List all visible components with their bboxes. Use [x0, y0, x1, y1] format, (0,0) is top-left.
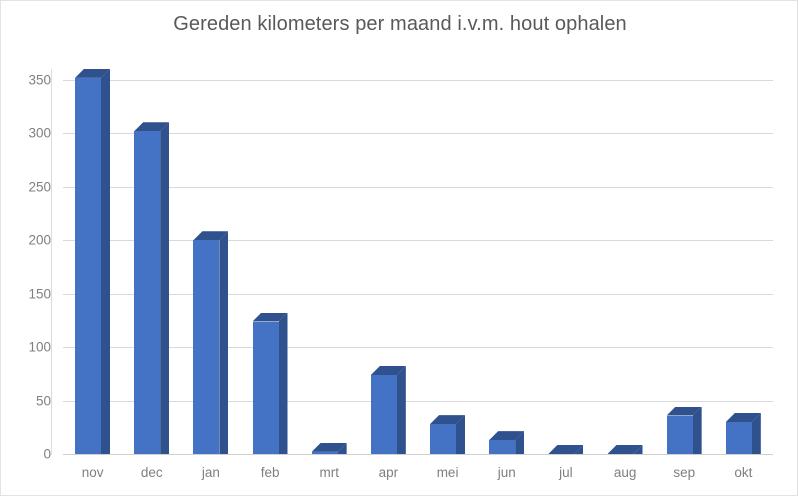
- bar-top-face: [253, 313, 288, 322]
- bar-front-face: [370, 374, 397, 454]
- bar-group: feb: [241, 80, 300, 480]
- bar-group: aug: [596, 80, 655, 480]
- bar-side-face: [337, 442, 347, 454]
- bar[interactable]: [430, 415, 465, 454]
- y-axis-tick-label: 150: [28, 286, 51, 302]
- bar[interactable]: [311, 442, 347, 454]
- x-axis-tick-label: nov: [81, 465, 104, 480]
- y-axis-tick-label: 0: [43, 446, 51, 462]
- gridline: [63, 186, 773, 188]
- bar-side-face: [101, 68, 110, 454]
- plot-area: 0 50 100 150 200 250 300 350 nov dec jan feb mrt apr…: [28, 68, 773, 480]
- bar-group: jun: [477, 80, 536, 480]
- bar-front-face: [193, 240, 220, 454]
- bar-group: mrt: [300, 80, 359, 480]
- bar-front-face: [489, 440, 516, 454]
- bar[interactable]: [134, 122, 170, 454]
- bar-top-face: [371, 366, 406, 375]
- bar-front-face: [134, 131, 161, 454]
- plot-back-wall-edge: [51, 69, 52, 455]
- bar-top-face: [489, 431, 524, 440]
- bar-front-face: [430, 424, 456, 454]
- bar[interactable]: [193, 231, 229, 454]
- gridline: [63, 240, 773, 242]
- bar[interactable]: [666, 406, 702, 454]
- y-axis-tick-label: 350: [28, 72, 51, 88]
- x-axis-tick-label: apr: [378, 465, 399, 480]
- bar-group: jan: [181, 80, 240, 480]
- bar-top-face: [548, 445, 583, 454]
- x-axis-tick-label: mei: [436, 465, 459, 480]
- bar-group: dec: [122, 80, 181, 480]
- bar-top-face: [75, 69, 110, 78]
- bar-group: sep: [655, 80, 714, 480]
- bar-top-face: [193, 231, 228, 240]
- gridline: [63, 454, 773, 455]
- bar-front-face: [666, 415, 693, 454]
- gridline: [63, 400, 773, 402]
- bar-top-face: [134, 122, 169, 131]
- bar-top-face: [667, 407, 702, 416]
- bar[interactable]: [725, 412, 761, 454]
- bar[interactable]: [370, 365, 406, 454]
- bar[interactable]: [489, 431, 525, 454]
- bar[interactable]: [75, 68, 110, 454]
- y-axis-tick-label: 100: [28, 339, 51, 355]
- bar-top-face: [608, 445, 643, 454]
- x-axis-tick-label: sep: [673, 465, 696, 480]
- bar-side-face: [219, 231, 229, 454]
- gridline: [63, 80, 773, 81]
- bar-group: mei: [418, 80, 477, 480]
- bar-side-face: [456, 415, 465, 454]
- bar-side-face: [160, 122, 170, 454]
- bar-side-face: [751, 412, 761, 454]
- bar-side-face: [278, 312, 288, 454]
- bar-side-face: [515, 431, 525, 454]
- bar-top-face: [312, 443, 347, 452]
- y-axis-tick-label: 200: [28, 232, 51, 248]
- x-axis-tick-label: feb: [260, 465, 280, 480]
- gridline: [63, 293, 773, 295]
- bar-side-face: [692, 406, 702, 454]
- bar[interactable]: [608, 445, 643, 454]
- x-axis-tick-label: dec: [140, 465, 163, 480]
- gridline: [63, 347, 773, 349]
- x-axis-tick-label: aug: [613, 465, 637, 480]
- gridline: [63, 133, 773, 135]
- bar-side-face: [396, 365, 406, 454]
- chart-title: Gereden kilometers per maand i.v.m. hout…: [173, 13, 627, 35]
- x-axis-tick-label: jan: [201, 465, 220, 480]
- x-axis-tick-label: mrt: [319, 465, 339, 480]
- bar-top-face: [726, 413, 761, 422]
- bar-front-face: [725, 421, 752, 454]
- bar-group: okt: [714, 80, 773, 480]
- bar-front-face: [311, 451, 338, 454]
- x-axis-tick-label: okt: [734, 465, 753, 480]
- y-axis-tick-label: 50: [35, 393, 51, 409]
- bar-group: jul: [536, 80, 595, 480]
- bar-front-face: [75, 77, 101, 454]
- y-axis-tick-label: 250: [28, 179, 51, 195]
- y-axis-tick-label: 300: [28, 125, 51, 141]
- bar[interactable]: [252, 312, 288, 454]
- bar-group: nov: [63, 68, 122, 480]
- x-axis-tick-label: jun: [497, 465, 516, 480]
- bar-front-face: [252, 321, 279, 454]
- bar[interactable]: [548, 445, 584, 454]
- bar-top-face: [430, 415, 465, 424]
- x-axis-tick-label: jul: [559, 465, 573, 480]
- bar-group: apr: [359, 80, 418, 480]
